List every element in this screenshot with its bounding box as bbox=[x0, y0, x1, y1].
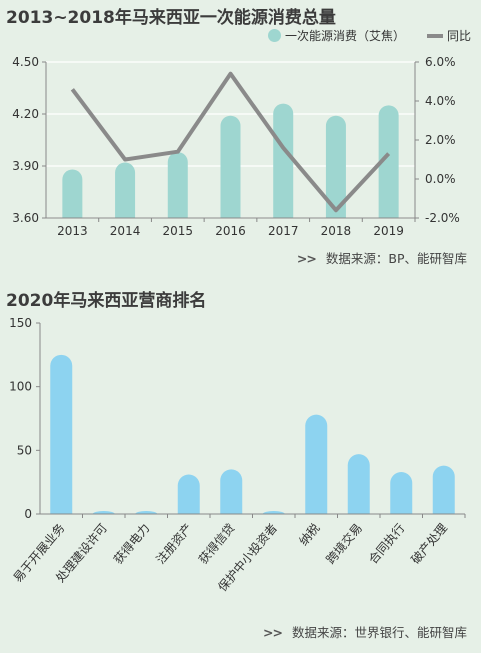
x-tick-label: 纳税 bbox=[296, 521, 322, 548]
ranking-bar bbox=[220, 469, 243, 514]
y2-tick-label: 6.0% bbox=[425, 55, 456, 69]
ranking-bar bbox=[347, 454, 370, 514]
x-tick-label: 2017 bbox=[268, 224, 299, 238]
ranking-bar bbox=[432, 465, 455, 514]
y2-tick-label: 2.0% bbox=[425, 133, 456, 147]
bar-legend-swatch bbox=[267, 29, 281, 42]
energy-bar bbox=[115, 162, 136, 218]
energy-bar bbox=[220, 115, 241, 218]
x-tick-label: 2016 bbox=[215, 224, 246, 238]
line-legend-swatch bbox=[426, 33, 443, 38]
source-arrow-icon: >> bbox=[296, 251, 317, 266]
ranking-bar bbox=[262, 511, 285, 514]
x-tick-label: 合同执行 bbox=[365, 520, 407, 566]
ranking-bar bbox=[177, 474, 200, 514]
ranking-bar bbox=[135, 511, 158, 514]
bar-legend-label: 一次能源消费（艾焦） bbox=[284, 29, 405, 43]
chart1-title: 2013~2018年马来西亚一次能源消费总量 bbox=[6, 8, 336, 28]
y-tick-label: 4.20 bbox=[12, 107, 39, 121]
y2-tick-label: -2.0% bbox=[425, 211, 460, 225]
chart2-title: 2020年马来西亚营商排名 bbox=[6, 291, 207, 311]
y-tick-label: 100 bbox=[9, 380, 32, 394]
x-tick-label: 获得信贷 bbox=[195, 520, 237, 566]
y-tick-label: 150 bbox=[9, 316, 32, 330]
energy-bar bbox=[273, 103, 294, 218]
y-tick-label: 3.60 bbox=[12, 211, 39, 225]
ranking-bar bbox=[390, 471, 413, 514]
chart2-source-text: 数据来源：世界银行、能研智库 bbox=[291, 625, 467, 640]
chart1-source-text: 数据来源：BP、能研智库 bbox=[325, 251, 467, 266]
energy-consumption-chart: 3.60 3.90 4.20 4.50 -2.0% 0.0% 2.0% 4.0% 6.0% 201… bbox=[12, 55, 460, 238]
x-tick-label: 破产处理 bbox=[408, 520, 450, 566]
x-tick-label: 2019 bbox=[373, 224, 404, 238]
y-tick-label: 0 bbox=[24, 507, 32, 521]
x-tick-label: 获得电力 bbox=[110, 520, 152, 566]
ranking-bar bbox=[50, 354, 73, 514]
energy-bar bbox=[167, 152, 188, 218]
energy-bar bbox=[325, 115, 346, 218]
x-tick-label: 2015 bbox=[163, 224, 194, 238]
yoy-line bbox=[70, 71, 391, 213]
y2-tick-label: 4.0% bbox=[425, 94, 456, 108]
energy-bar bbox=[62, 169, 83, 218]
y-tick-label: 50 bbox=[17, 443, 32, 457]
chart2-source: >> 数据来源：世界银行、能研智库 bbox=[263, 622, 467, 641]
x-tick-label: 2014 bbox=[110, 224, 141, 238]
ranking-bar bbox=[305, 414, 328, 514]
x-tick-label: 2018 bbox=[321, 224, 352, 238]
chart1-legend: 一次能源消费（艾焦） 同比 bbox=[267, 27, 471, 44]
y2-tick-label: 0.0% bbox=[425, 172, 456, 186]
x-tick-label: 跨境交易 bbox=[323, 520, 365, 566]
energy-bar bbox=[378, 105, 399, 218]
x-tick-label: 2013 bbox=[57, 224, 88, 238]
x-tick-label: 注册资产 bbox=[153, 520, 195, 566]
y-tick-label: 3.90 bbox=[12, 159, 39, 173]
line-legend-label: 同比 bbox=[446, 29, 471, 43]
chart1-source: >> 数据来源：BP、能研智库 bbox=[297, 248, 467, 267]
y-tick-label: 4.50 bbox=[12, 55, 39, 69]
source-arrow-icon: >> bbox=[263, 625, 283, 640]
ranking-bar bbox=[92, 511, 115, 514]
